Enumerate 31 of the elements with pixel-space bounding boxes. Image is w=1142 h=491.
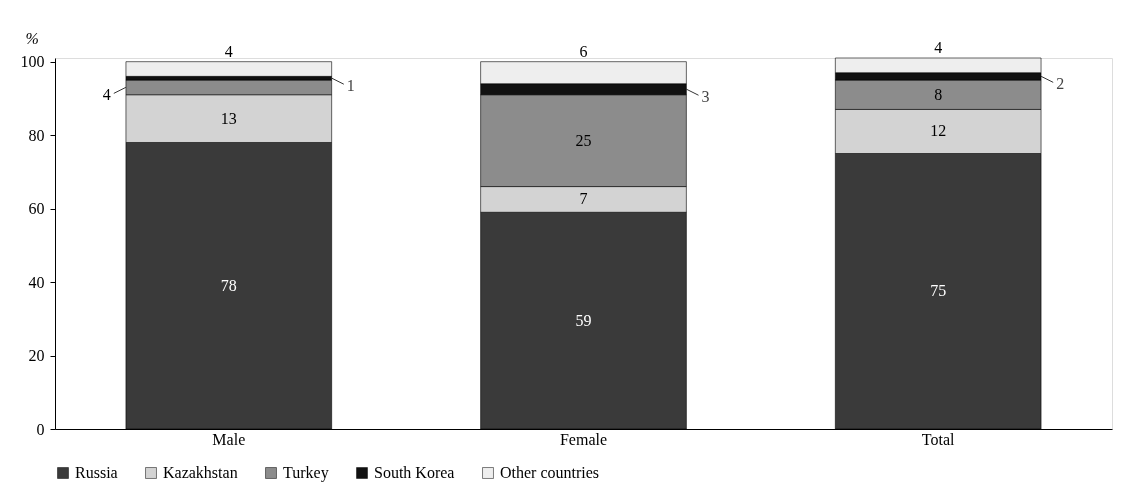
data-label: 6 (579, 42, 588, 60)
x-tick-label: Male (212, 430, 246, 448)
data-label: 78 (220, 276, 237, 294)
y-tick-label: 40 (28, 273, 45, 291)
legend-label: South Korea (374, 464, 455, 481)
data-label: 12 (930, 122, 947, 140)
data-label: 75 (930, 282, 947, 300)
data-label: 13 (220, 109, 237, 127)
y-axis-title: % (25, 29, 39, 47)
legend-label: Other countries (500, 464, 600, 481)
data-label: 7 (579, 190, 588, 208)
x-tick-label: Total (921, 430, 956, 448)
legend-label: Russia (75, 464, 118, 481)
y-tick-label: 0 (36, 420, 45, 438)
bar (125, 61, 332, 77)
data-label: 1 (346, 77, 355, 95)
data-label: 4 (224, 42, 233, 60)
legend-label: Kazakhstan (163, 464, 238, 481)
y-tick-label: 20 (28, 347, 45, 365)
data-label: 59 (575, 311, 592, 329)
data-label: 25 (575, 131, 592, 149)
data-label: 2 (1056, 75, 1065, 93)
data-label: 4 (934, 39, 943, 56)
y-tick-label: 60 (28, 200, 45, 218)
data-label: 4 (102, 86, 111, 104)
y-tick-label: 80 (28, 126, 45, 144)
data-label: 8 (934, 85, 943, 103)
y-tick-label: 100 (20, 53, 45, 71)
data-label: 3 (701, 88, 710, 106)
legend-label: Turkey (283, 464, 329, 482)
x-tick-label: Female (559, 430, 608, 448)
